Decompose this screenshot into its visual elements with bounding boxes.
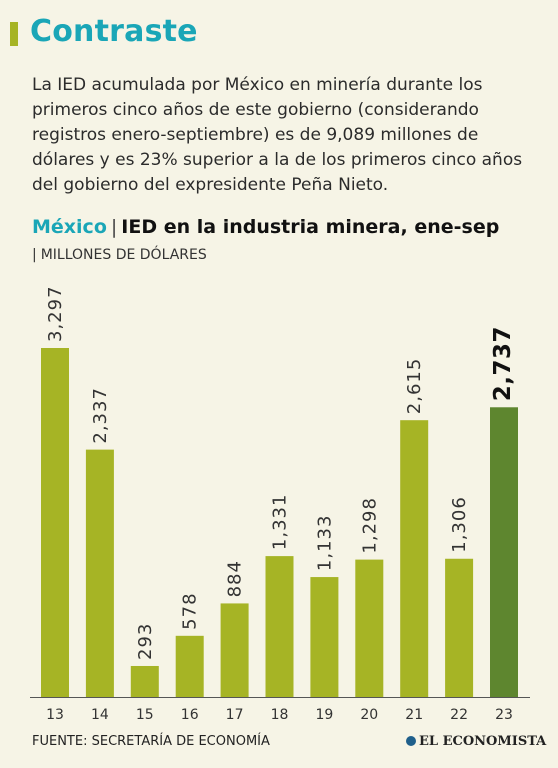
intro-paragraph: La IED acumulada por México en minería d…	[32, 75, 523, 195]
value-label-18: 1,331	[270, 494, 291, 551]
value-label-20: 1,298	[359, 497, 380, 554]
bar-17	[220, 603, 249, 697]
x-tick-label-23: 23	[495, 707, 513, 723]
bar-13	[41, 348, 69, 697]
chart-country: México	[32, 216, 107, 238]
chart-units: | MILLONES DE DÓLARES	[32, 247, 207, 263]
bar-22	[445, 558, 474, 697]
x-tick-label-18: 18	[271, 707, 289, 723]
bar-15	[130, 665, 159, 697]
bar-18	[265, 556, 294, 697]
units-label: MILLONES DE DÓLARES	[40, 247, 207, 263]
x-tick-label-20: 20	[360, 707, 378, 723]
x-tick-label-22: 22	[450, 707, 468, 723]
value-label-22: 1,306	[449, 496, 470, 553]
x-tick-label-14: 14	[91, 707, 109, 723]
bar-16	[175, 635, 204, 697]
source-note: FUENTE: SECRETARÍA DE ECONOMÍA	[32, 734, 270, 749]
value-label-19: 1,133	[314, 515, 335, 572]
x-tick-label-13: 13	[46, 707, 64, 723]
value-label-17: 884	[225, 560, 246, 597]
bar-19	[310, 577, 339, 697]
value-label-23: 2,737	[490, 326, 516, 401]
x-tick-label-21: 21	[405, 707, 423, 723]
value-label-15: 293	[135, 623, 156, 660]
bar-21	[400, 420, 429, 697]
chart-title: IED en la industria minera, ene-sep	[121, 216, 500, 238]
value-label-14: 2,337	[90, 387, 111, 444]
x-tick-label-17: 17	[226, 707, 244, 723]
x-tick-label-16: 16	[181, 707, 199, 723]
value-label-13: 3,297	[45, 285, 66, 342]
chart-heading: México | IED en la industria minera, ene-s…	[32, 216, 499, 238]
units-separator: |	[32, 247, 37, 263]
value-label-16: 578	[180, 592, 201, 629]
brand-logo: EL ECONOMISTA	[406, 734, 546, 749]
bar-23	[490, 407, 518, 697]
bar-14	[85, 449, 114, 697]
brand-name: EL ECONOMISTA	[419, 734, 547, 749]
x-tick-label-19: 19	[315, 707, 333, 723]
value-label-21: 2,615	[404, 358, 425, 415]
chart-heading-separator: |	[110, 216, 118, 238]
title-accent-bar	[10, 22, 18, 46]
bar-20	[355, 559, 384, 697]
x-tick-label-15: 15	[136, 707, 154, 723]
page-title: Contraste	[30, 14, 198, 49]
brand-icon	[406, 736, 416, 746]
